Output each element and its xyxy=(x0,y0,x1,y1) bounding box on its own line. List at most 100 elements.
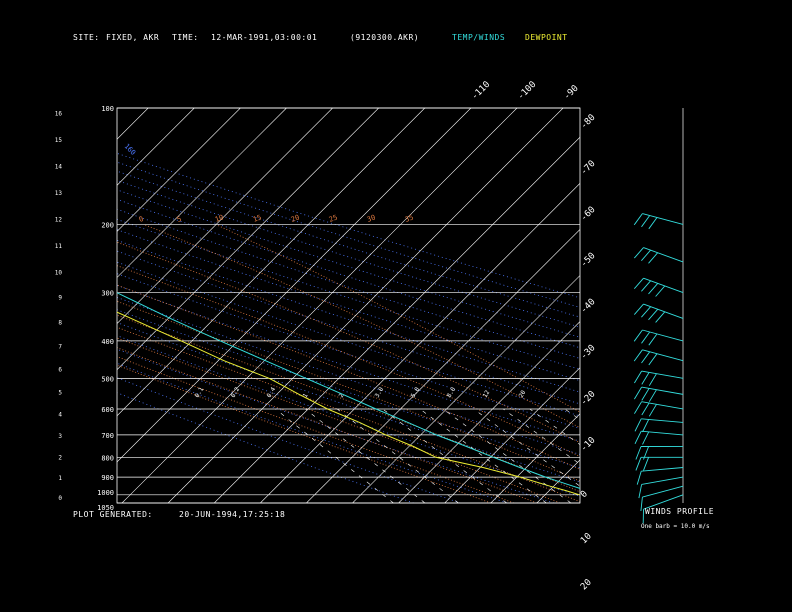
mixing-ratio-line xyxy=(275,408,394,503)
moist-adiabat-line xyxy=(117,314,580,493)
dry-adiabat-line xyxy=(117,208,580,359)
dry-adiabat-line xyxy=(117,348,555,503)
isobars xyxy=(116,107,581,504)
dry-adiabat-line xyxy=(117,335,580,497)
height-tick-label: 0 xyxy=(58,495,62,502)
height-tick-label: 8 xyxy=(58,319,62,326)
dry-adiabat-line xyxy=(117,152,580,299)
dry-adiabats xyxy=(117,152,580,503)
isotherm-line xyxy=(536,459,580,503)
pressure-tick-label: 400 xyxy=(101,338,114,346)
isotherm-line xyxy=(117,108,241,232)
height-tick-label: 7 xyxy=(58,343,62,350)
pressure-tick-label: 900 xyxy=(101,474,114,482)
moist-adiabat-label: 5 xyxy=(176,215,183,224)
isotherm-label: 20 xyxy=(579,578,594,593)
wind-barb-staff xyxy=(641,370,684,379)
wind-barb-feather xyxy=(641,280,651,292)
dry-adiabat-line xyxy=(117,261,580,417)
plot-frame xyxy=(116,107,581,504)
isotherm-line xyxy=(583,108,792,503)
pressure-tick-label: 800 xyxy=(101,454,114,462)
wind-barb-feather xyxy=(641,388,650,401)
dry-adiabat-line xyxy=(117,377,461,503)
wind-barb-staff xyxy=(643,277,684,293)
mixing-ratio-line xyxy=(473,408,580,487)
moist-adiabat-line xyxy=(117,300,580,482)
winds-profile xyxy=(633,108,684,524)
moist-adiabat-line xyxy=(117,241,580,444)
wind-barb-feather xyxy=(640,497,643,512)
isotherm-label: 10 xyxy=(579,531,594,546)
moist-adiabat-line xyxy=(117,356,515,503)
wind-barb-feather xyxy=(634,418,642,432)
isotherm-line xyxy=(117,108,149,140)
pressure-tick-label: 600 xyxy=(101,406,114,414)
dry-adiabat-line xyxy=(117,179,580,328)
isotherm-line xyxy=(117,108,195,186)
pressure-tick-label: 700 xyxy=(101,432,114,440)
mixing-ratio-line xyxy=(419,408,547,503)
wind-barb-feather xyxy=(635,457,642,471)
plot-generated-label: PLOT GENERATED: xyxy=(73,510,153,519)
wind-barb-feather xyxy=(641,402,650,416)
isotherm-line xyxy=(117,108,472,463)
pressure-tick-label: 100 xyxy=(101,105,114,113)
isotherm-line xyxy=(121,108,518,503)
dewpoint-legend: DEWPOINT xyxy=(525,33,568,42)
mixing-ratio-label: 0.2 xyxy=(230,386,242,399)
pressure-tick-label: 200 xyxy=(101,221,114,229)
mixing-ratio-label: 2 xyxy=(338,392,346,399)
wind-barb-staff xyxy=(642,485,684,498)
height-tick-label: 1 xyxy=(58,475,62,482)
wind-barb-staff xyxy=(642,213,684,225)
wind-barb-feather xyxy=(636,471,642,485)
isotherm-label: -50 xyxy=(579,251,598,270)
mixing-ratio-label: 8.0 xyxy=(446,386,458,399)
wind-barb-feather xyxy=(643,446,650,460)
wind-barb-feather xyxy=(655,311,666,323)
moist-adiabat-line xyxy=(117,364,491,503)
wind-barb-feather xyxy=(633,213,643,226)
dry-adiabat-line xyxy=(117,198,580,349)
wind-barb-feather xyxy=(641,215,651,228)
wind-barb-staff xyxy=(641,476,684,485)
wind-barb-feather xyxy=(655,285,666,297)
wind-barb-staff xyxy=(643,303,684,319)
wind-barb-staff xyxy=(642,349,684,362)
dry-adiabat-line xyxy=(117,161,580,308)
isotherms xyxy=(117,108,792,503)
isotherm-label: -110 xyxy=(470,80,492,102)
wind-barb-staff xyxy=(643,247,684,263)
wind-barb-feather xyxy=(634,370,642,384)
mixing-ratio-line xyxy=(337,408,459,503)
height-tick-label: 5 xyxy=(58,389,62,396)
dry-adiabat-line xyxy=(117,170,580,318)
wind-barb-feather xyxy=(633,303,644,315)
isotherm-label: -100 xyxy=(516,80,538,102)
wind-barb-feather xyxy=(642,419,650,433)
mixing-ratio-label: 1 xyxy=(302,392,310,399)
mixing-ratio-line xyxy=(564,408,580,420)
dewpoint-profile-line xyxy=(117,311,580,496)
dry-adiabat-line xyxy=(117,250,580,405)
mixing-ratio-label: 3.0 xyxy=(374,386,386,399)
mixing-ratio-lines xyxy=(275,408,580,503)
pressure-tick-label: 1000 xyxy=(97,489,114,497)
mixing-ratio-line xyxy=(529,408,580,445)
wind-barb-feather xyxy=(638,484,643,499)
height-tick-label: 2 xyxy=(58,454,62,461)
wind-barb-staff xyxy=(641,386,684,395)
site-label: SITE: xyxy=(73,33,100,42)
wind-barb-feather xyxy=(634,431,642,444)
site-value: FIXED, AKR xyxy=(106,33,160,42)
sounding-profiles xyxy=(117,292,580,496)
plot-generated-value: 20-JUN-1994,17:25:18 xyxy=(179,510,286,519)
dry-adiabat-line xyxy=(117,284,580,442)
isotherm-label: -90 xyxy=(562,84,581,103)
wind-barb-feather xyxy=(633,247,644,259)
file-id: (9120300.AKR) xyxy=(350,33,420,42)
height-tick-label: 9 xyxy=(58,295,62,302)
moist-adiabat-label: 15 xyxy=(252,213,263,223)
moist-adiabat-line xyxy=(143,224,580,429)
